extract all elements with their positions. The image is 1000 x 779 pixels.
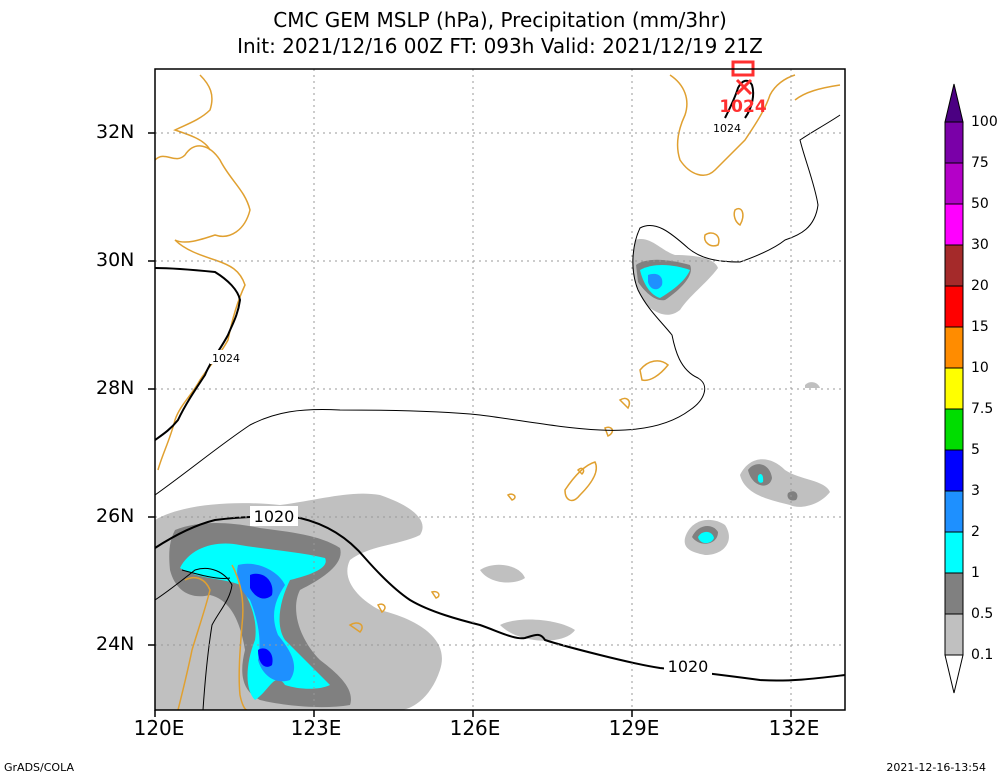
colorbar-top-arrow xyxy=(944,83,964,123)
colorbar-segment xyxy=(944,244,964,287)
precip-lightblue-southwest xyxy=(237,563,295,682)
colorbar-segment xyxy=(944,162,964,205)
isobar-southwest-inner xyxy=(181,569,231,579)
colorbar-label: 10 xyxy=(971,360,989,376)
colorbar-label: 1 xyxy=(971,565,980,581)
colorbar-label: 5 xyxy=(971,442,980,458)
lat-label-28n: 28N xyxy=(96,377,135,399)
lon-label-129e: 129E xyxy=(608,716,660,740)
isobar-large-loop xyxy=(155,114,841,496)
precip-cyan-cell-a xyxy=(757,474,764,483)
precip-moderate-cell-c xyxy=(787,491,798,501)
coastline-islet-4 xyxy=(348,622,363,634)
colorbar-segment xyxy=(944,367,964,410)
lon-label-120e: 120E xyxy=(133,716,185,740)
colorbar-label: 20 xyxy=(971,278,989,294)
coastline-islands-b xyxy=(733,208,744,227)
coastline-amami xyxy=(639,360,670,382)
colorbar-segment xyxy=(944,490,964,533)
colorbar-segment xyxy=(944,203,964,246)
contour-label-1024-north: 1024 xyxy=(713,122,741,135)
colorbar-segment xyxy=(944,326,964,369)
coastline-islet-1 xyxy=(618,397,631,410)
coastline-islet-2 xyxy=(604,426,614,438)
colorbar-label: 100 xyxy=(971,114,998,130)
precip-area-small-east xyxy=(805,382,820,388)
lat-label-32n: 32N xyxy=(96,121,135,143)
coastline-taiwan-west xyxy=(177,577,211,710)
colorbar-label: 30 xyxy=(971,237,989,253)
lat-label-24n: 24N xyxy=(96,633,135,655)
colorbar-bottom-arrow xyxy=(944,654,964,694)
colorbar-label: 2 xyxy=(971,524,980,540)
colorbar-segment xyxy=(944,285,964,328)
lat-label-30n: 30N xyxy=(96,249,135,271)
footer-timestamp: 2021-12-16-13:54 xyxy=(886,761,986,774)
colorbar-segment xyxy=(944,613,964,656)
colorbar-label: 0.5 xyxy=(971,606,994,622)
precip-lightblue-north xyxy=(648,273,663,290)
precip-blue-core-south xyxy=(258,648,273,667)
map-subtitle: Init: 2021/12/16 00Z FT: 093h Valid: 202… xyxy=(237,34,763,58)
coastlines xyxy=(155,74,841,710)
colorbar-label: 3 xyxy=(971,483,980,499)
precip-area-patch xyxy=(500,619,575,641)
coastline-shikoku xyxy=(794,84,841,101)
colorbar-label: 7.5 xyxy=(971,401,994,417)
precip-cyan-cell-b xyxy=(698,531,714,544)
high-pressure-marker xyxy=(731,60,755,96)
coastline-islet-6 xyxy=(430,590,440,599)
coastline-islet-3 xyxy=(506,493,516,501)
precip-2-3-areas xyxy=(237,273,663,682)
footer-credit: GrADS/COLA xyxy=(4,761,74,774)
thin-isobars xyxy=(155,114,841,710)
lon-label-132e: 132E xyxy=(768,716,820,740)
coastline-islet-7 xyxy=(576,467,585,476)
precip-area-east-strip xyxy=(480,564,525,583)
colorbar-label: 15 xyxy=(971,319,989,335)
colorbar-segment xyxy=(944,408,964,451)
contour-label-1020-west: 1020 xyxy=(254,507,295,526)
precip-3-5-areas xyxy=(250,573,273,667)
axis-ticks xyxy=(148,132,792,717)
coastline-islet-5 xyxy=(376,603,386,614)
contour-label-1024-west: 1024 xyxy=(212,352,240,365)
colorbar-label: 0.1 xyxy=(971,647,994,663)
coastline-china xyxy=(155,145,251,471)
colorbar-label: 75 xyxy=(971,155,989,171)
coastline-islands-a xyxy=(703,232,720,247)
coastline-china-upper xyxy=(173,74,213,151)
lon-label-126e: 126E xyxy=(449,716,501,740)
contour-label-1020-east: 1020 xyxy=(668,657,709,676)
coastline-taiwan xyxy=(231,564,248,710)
high-pressure-value: 1024 xyxy=(719,97,766,117)
colorbar xyxy=(944,83,964,694)
isobar-1024-high xyxy=(724,79,755,119)
lon-label-123e: 123E xyxy=(290,716,342,740)
lat-label-26n: 26N xyxy=(96,505,135,527)
colorbar-segment xyxy=(944,531,964,574)
precip-blue-core-north xyxy=(250,573,273,599)
isobar-southwest-loop xyxy=(155,567,233,710)
colorbar-segment xyxy=(944,449,964,492)
map-title: CMC GEM MSLP (hPa), Precipitation (mm/3h… xyxy=(273,8,727,32)
contour-labels: 1024 1024 1020 1020 1024 xyxy=(210,97,767,676)
coastline-kyushu xyxy=(669,74,796,176)
colorbar-segment xyxy=(944,121,964,164)
colorbar-segment xyxy=(944,572,964,615)
precip-cyan-north xyxy=(640,265,690,298)
isobar-1024-west xyxy=(155,267,242,441)
colorbar-label: 50 xyxy=(971,196,989,212)
